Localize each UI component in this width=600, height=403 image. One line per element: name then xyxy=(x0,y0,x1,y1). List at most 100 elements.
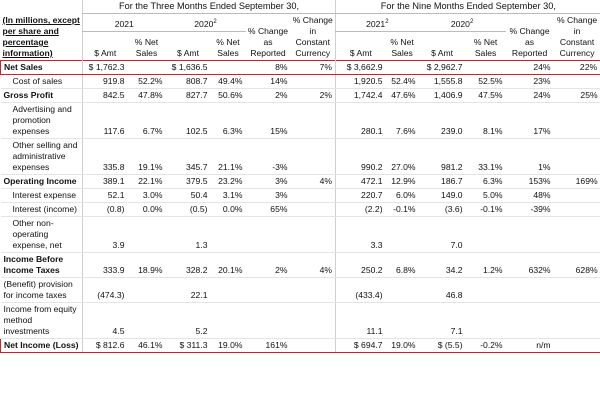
value-cell: 46.8 xyxy=(418,277,466,303)
value-cell: 3.9 xyxy=(82,216,128,253)
empty-cell xyxy=(385,302,419,339)
value-cell: 52.1 xyxy=(82,188,128,203)
row-label: (Benefit) provision for income taxes xyxy=(0,277,83,303)
header-blank xyxy=(1,0,83,14)
value-cell: 47.8% xyxy=(127,88,166,103)
value-cell: -3% xyxy=(245,138,291,175)
value-cell: 6.8% xyxy=(385,252,419,278)
value-cell: 1.3 xyxy=(165,216,211,253)
value-cell: 1,742.4 xyxy=(335,88,386,103)
value-cell: 5.0% xyxy=(465,188,506,203)
value-cell: 7.6% xyxy=(385,102,419,139)
value-cell: 52.2% xyxy=(127,74,166,89)
table-row: Gross Profit 842.5 47.8% 827.7 50.6% 2% 2% 1,74… xyxy=(0,88,600,103)
empty-cell xyxy=(127,216,166,253)
value-cell: 14% xyxy=(245,74,291,89)
period-title: For the Nine Months Ended September 30, xyxy=(335,0,600,14)
empty-cell xyxy=(553,302,600,339)
value-cell: 6.3% xyxy=(465,174,506,189)
value-cell: 379.5 xyxy=(165,174,211,189)
empty-cell xyxy=(290,277,336,303)
value-cell: 389.1 xyxy=(82,174,128,189)
value-cell: $ 812.6 xyxy=(82,338,128,353)
amount-header: $ Amt xyxy=(177,48,199,58)
value-cell: 6.7% xyxy=(127,102,166,139)
value-cell: 2% xyxy=(245,252,291,278)
value-cell: 4% xyxy=(290,252,336,278)
value-cell: 11.1 xyxy=(335,302,386,339)
value-cell: (3.6) xyxy=(418,202,466,217)
change-reported-header: % Change as Reported xyxy=(247,26,289,58)
table-row: Other selling and administrative expense… xyxy=(0,138,600,175)
value-cell: 981.2 xyxy=(418,138,466,175)
row-label: Interest expense xyxy=(0,188,83,203)
value-cell: 34.2 xyxy=(418,252,466,278)
value-cell: 8.1% xyxy=(465,102,506,139)
value-cell: 3.0% xyxy=(127,188,166,203)
year-header: 2021 xyxy=(82,13,166,33)
value-cell: 46.1% xyxy=(127,338,166,353)
year: 2020 xyxy=(194,19,214,30)
empty-cell xyxy=(245,216,291,253)
value-cell: 328.2 xyxy=(165,252,211,278)
row-label: Net Sales xyxy=(0,60,83,75)
pct-net-sales-header: % Net Sales xyxy=(216,37,240,58)
value-cell: $ 1,762.3 xyxy=(82,60,128,75)
value-cell: 49.4% xyxy=(210,74,246,89)
empty-cell xyxy=(127,277,166,303)
pct-net-sales-header: % Net Sales xyxy=(473,37,498,58)
value-cell: 186.7 xyxy=(418,174,466,189)
empty-cell xyxy=(210,302,246,339)
value-cell: 3.1% xyxy=(210,188,246,203)
header-row: $ Amt% Net Sales $ Amt% Net Sales $ Amt% N… xyxy=(1,31,600,61)
value-cell: 169% xyxy=(553,174,600,189)
value-cell: (433.4) xyxy=(335,277,386,303)
value-cell: 33.1% xyxy=(465,138,506,175)
row-label: Net Income (Loss) xyxy=(0,338,83,353)
row-label: Advertising and promotion expenses xyxy=(0,102,83,139)
value-cell: 23.2% xyxy=(210,174,246,189)
value-cell: 335.8 xyxy=(82,138,128,175)
value-cell: $ 311.3 xyxy=(165,338,211,353)
value-cell: 3% xyxy=(245,174,291,189)
value-cell: 117.6 xyxy=(82,102,128,139)
value-cell: (2.2) xyxy=(335,202,386,217)
table-row: Income from equity method investments 4.5… xyxy=(0,302,600,339)
value-cell: -0.2% xyxy=(465,338,506,353)
value-cell: 8% xyxy=(245,60,291,75)
empty-cell xyxy=(505,277,554,303)
empty-cell xyxy=(290,302,336,339)
year: 2020 xyxy=(450,19,470,30)
empty-cell xyxy=(385,277,419,303)
value-cell: 808.7 xyxy=(165,74,211,89)
empty-cell xyxy=(290,202,336,217)
empty-cell xyxy=(385,216,419,253)
value-cell: 25% xyxy=(553,88,600,103)
value-cell: -0.1% xyxy=(465,202,506,217)
table-row: Operating Income 389.1 22.1% 379.5 23.2% 3% 4%… xyxy=(0,174,600,189)
empty-cell xyxy=(553,277,600,303)
value-cell: 345.7 xyxy=(165,138,211,175)
value-cell: 4.5 xyxy=(82,302,128,339)
value-cell: 632% xyxy=(505,252,554,278)
year: 2021 xyxy=(366,19,386,30)
value-cell: 22% xyxy=(553,60,600,75)
value-cell: 220.7 xyxy=(335,188,386,203)
change-reported-header: % Change as Reported xyxy=(509,26,550,58)
empty-cell xyxy=(290,102,336,139)
row-label: Gross Profit xyxy=(0,88,83,103)
value-cell: 20.1% xyxy=(210,252,246,278)
value-cell: 22.1% xyxy=(127,174,166,189)
income-table: For the Three Months Ended September 30,… xyxy=(0,0,600,353)
value-cell: 6.3% xyxy=(210,102,246,139)
value-cell: 149.0 xyxy=(418,188,466,203)
amount-header: $ Amt xyxy=(431,48,454,58)
value-cell: 0.0% xyxy=(127,202,166,217)
value-cell: 1,406.9 xyxy=(418,88,466,103)
value-cell: 22.1 xyxy=(165,277,211,303)
footnote-ref: 2 xyxy=(213,19,217,26)
empty-cell xyxy=(465,277,506,303)
empty-cell xyxy=(465,216,506,253)
value-cell: 990.2 xyxy=(335,138,386,175)
empty-cell xyxy=(210,216,246,253)
